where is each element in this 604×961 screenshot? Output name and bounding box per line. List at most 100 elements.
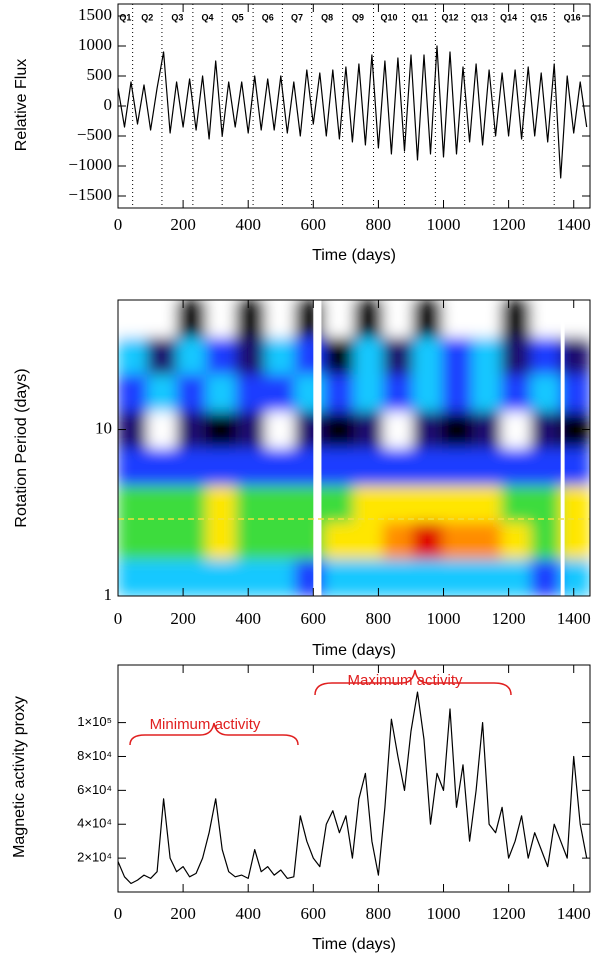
power-cell (206, 373, 237, 412)
power-cell (560, 373, 590, 412)
power-cell (412, 447, 443, 486)
power-cell (324, 447, 355, 486)
power-cell (383, 558, 414, 596)
x-tick-label: 1400 (557, 215, 591, 234)
quarter-label: Q14 (500, 12, 517, 22)
power-cell (442, 410, 473, 449)
power-cell (118, 336, 148, 375)
plot-frame (117, 3, 591, 209)
annotation: Minimum activity (150, 716, 261, 733)
power-cell (353, 447, 384, 486)
x-tick-label: 1200 (492, 609, 526, 628)
y-tick-label: 0 (104, 95, 113, 114)
y-tick-label: 8×10⁴ (77, 748, 112, 763)
power-cell (324, 521, 355, 560)
annotation-braces (129, 669, 512, 746)
power-cell (265, 521, 296, 560)
y-tick-label: 1×10⁵ (77, 714, 112, 729)
power-cell (442, 447, 473, 486)
x-tick-label: 200 (170, 609, 196, 628)
power-cell (412, 336, 443, 375)
quarter-label: Q9 (352, 12, 364, 22)
x-tick-label: 1200 (492, 215, 526, 234)
y-tick-label: 1 (104, 585, 113, 604)
power-cell (471, 373, 502, 412)
power-cell (501, 558, 532, 596)
power-cell (530, 558, 561, 596)
power-cell (147, 521, 178, 560)
x-tick-label: 800 (366, 215, 392, 234)
power-cell (176, 447, 207, 486)
power-cell (383, 410, 414, 449)
x-tick-label: 1400 (557, 609, 591, 628)
power-cell (560, 336, 590, 375)
y-tick-label: 1000 (78, 35, 112, 54)
power-cell (235, 447, 266, 486)
quarter-label: Q12 (442, 12, 459, 22)
x-axis-label: Time (days) (312, 936, 396, 953)
y-tick-label: 2×10⁴ (77, 850, 112, 865)
power-cell (147, 447, 178, 486)
power-cell (147, 410, 178, 449)
wavelet-map (118, 300, 590, 596)
power-cell (471, 447, 502, 486)
x-tick-label: 200 (170, 215, 196, 234)
power-cell (412, 410, 443, 449)
flux-line (117, 45, 588, 179)
x-axis-label: Time (days) (312, 642, 396, 659)
x-axis-label: Time (days) (312, 247, 396, 264)
power-cell (353, 336, 384, 375)
power-cell (235, 300, 266, 338)
power-cell (176, 521, 207, 560)
flux-line (117, 691, 588, 885)
power-cell (118, 521, 148, 560)
power-cell (265, 300, 296, 338)
power-cell (353, 373, 384, 412)
y-tick-label: −1500 (68, 185, 112, 204)
power-cell (501, 300, 532, 338)
power-cell (176, 558, 207, 596)
power-cell (442, 373, 473, 412)
power-cell (265, 336, 296, 375)
y-tick-label: −1000 (68, 155, 112, 174)
power-cell (471, 410, 502, 449)
power-cell (442, 558, 473, 596)
power-cell (530, 410, 561, 449)
power-cell (118, 447, 148, 486)
power-cell (265, 484, 296, 523)
quarter-label: Q6 (262, 12, 274, 22)
y-tick-label: 1500 (78, 5, 112, 24)
power-cell (147, 373, 178, 412)
quarter-label: Q11 (412, 12, 429, 22)
x-tick-label: 1000 (427, 904, 461, 923)
power-cell (118, 484, 148, 523)
y-axis-label: Magnetic activity proxy (11, 696, 28, 858)
power-cell (118, 558, 148, 596)
power-cell (176, 336, 207, 375)
power-cell (530, 373, 561, 412)
power-cell (383, 521, 414, 560)
power-cell (560, 558, 590, 596)
power-cell (176, 410, 207, 449)
power-cell (383, 336, 414, 375)
y-tick-label: −500 (77, 125, 112, 144)
x-tick-label: 200 (170, 904, 196, 923)
power-cell (383, 447, 414, 486)
quarter-label: Q13 (471, 12, 488, 22)
power-cell (353, 300, 384, 338)
power-cell (206, 484, 237, 523)
power-cell (560, 484, 590, 523)
power-cell (265, 558, 296, 596)
power-cell (530, 336, 561, 375)
power-cell (501, 447, 532, 486)
y-tick-label: 6×10⁴ (77, 782, 112, 797)
power-cell (235, 521, 266, 560)
power-cell (235, 484, 266, 523)
power-cell (560, 521, 590, 560)
power-cell (530, 521, 561, 560)
power-cell (265, 447, 296, 486)
x-tick-label: 400 (235, 904, 261, 923)
power-cell (471, 300, 502, 338)
quarter-label: Q1 (119, 12, 131, 22)
power-cell (412, 558, 443, 596)
